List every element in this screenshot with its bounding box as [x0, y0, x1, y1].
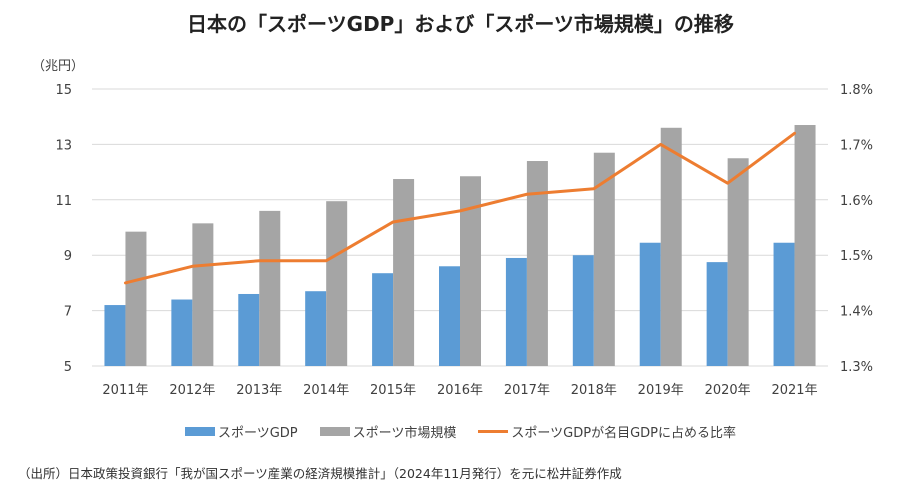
- y2-tick-label: 1.5%: [840, 249, 873, 264]
- legend-label-sports-gdp: スポーツGDP: [217, 426, 298, 441]
- legend-item-sports-market: スポーツ市場規模: [319, 422, 457, 441]
- line-gdp-ratio: [123, 131, 797, 285]
- y2-tick-label: 1.3%: [840, 360, 873, 375]
- x-tick-label: 2012年: [169, 383, 215, 398]
- bar-sports-gdp: [572, 255, 594, 366]
- bar-sports-gdp: [104, 305, 126, 366]
- bar-sports-market: [326, 201, 348, 366]
- x-tick-label: 2015年: [370, 383, 416, 398]
- y-tick-label: 7: [64, 305, 72, 320]
- y2-tick-label: 1.4%: [840, 305, 873, 320]
- legend-swatch-gdp-ratio: [478, 430, 509, 433]
- chart-canvas: 15 1.8% 13 1.7% 11 1.6% 9 1.5% 7 1.4% 5 1.3% 2011年 20…: [55, 83, 873, 398]
- x-tick-label: 2018年: [571, 383, 617, 398]
- legend-item-gdp-ratio: スポーツGDPが名目GDPに占める比率: [478, 422, 736, 441]
- legend-swatch-sports-market: [319, 427, 350, 436]
- y-tick-label: 11: [55, 194, 72, 209]
- x-tick-label: 2014年: [303, 383, 349, 398]
- y-axis-unit-label: （兆円）: [32, 59, 85, 74]
- bar-sports-market: [192, 223, 214, 366]
- legend-item-sports-gdp: スポーツGDP: [184, 422, 298, 441]
- y-tick-label: 9: [64, 249, 72, 264]
- bar-sports-gdp: [372, 273, 394, 366]
- source-note: （出所）日本政策投資銀行「我が国スポーツ産業の経済規模推計」（2024年11月発…: [18, 466, 622, 481]
- chart-title: 日本の「スポーツGDP」および「スポーツ市場規模」の推移: [187, 12, 734, 36]
- bar-sports-market: [526, 161, 548, 366]
- x-tick-label: 2021年: [771, 383, 817, 398]
- y-tick-label: 5: [64, 360, 72, 375]
- bar-sports-market: [727, 158, 749, 366]
- x-tick-label: 2013年: [236, 383, 282, 398]
- y2-tick-label: 1.7%: [840, 138, 873, 153]
- bar-sports-market: [593, 152, 615, 366]
- y-tick-label: 15: [55, 83, 72, 98]
- bar-sports-gdp: [505, 257, 527, 366]
- bar-sports-gdp: [439, 266, 460, 366]
- x-tick-label: 2020年: [705, 383, 751, 398]
- bar-sports-gdp: [238, 293, 260, 366]
- x-tick-label: 2011年: [102, 383, 148, 398]
- bar-sports-market: [125, 231, 147, 366]
- y-tick-label: 13: [55, 138, 72, 153]
- bar-sports-gdp: [706, 262, 728, 366]
- bar-sports-market: [393, 179, 415, 366]
- bar-sports-gdp: [639, 242, 661, 366]
- legend-swatch-sports-gdp: [184, 427, 215, 436]
- x-tick-label: 2016年: [437, 383, 483, 398]
- bar-sports-market: [794, 125, 816, 366]
- y2-tick-label: 1.8%: [840, 83, 873, 98]
- legend-label-gdp-ratio: スポーツGDPが名目GDPに占める比率: [511, 426, 736, 441]
- bar-sports-gdp: [171, 299, 193, 366]
- legend-label-sports-market: スポーツ市場規模: [352, 426, 457, 441]
- bar-sports-market: [660, 127, 682, 366]
- x-tick-label: 2017年: [504, 383, 550, 398]
- bar-sports-gdp: [773, 242, 795, 366]
- bar-sports-market: [259, 210, 281, 366]
- y2-tick-label: 1.6%: [840, 194, 873, 209]
- x-tick-label: 2019年: [638, 383, 684, 398]
- bar-sports-market: [460, 176, 481, 366]
- bar-sports-gdp: [305, 291, 327, 366]
- chart-legend: スポーツGDP スポーツ市場規模 スポーツGDPが名目GDPに占める比率: [0, 422, 921, 441]
